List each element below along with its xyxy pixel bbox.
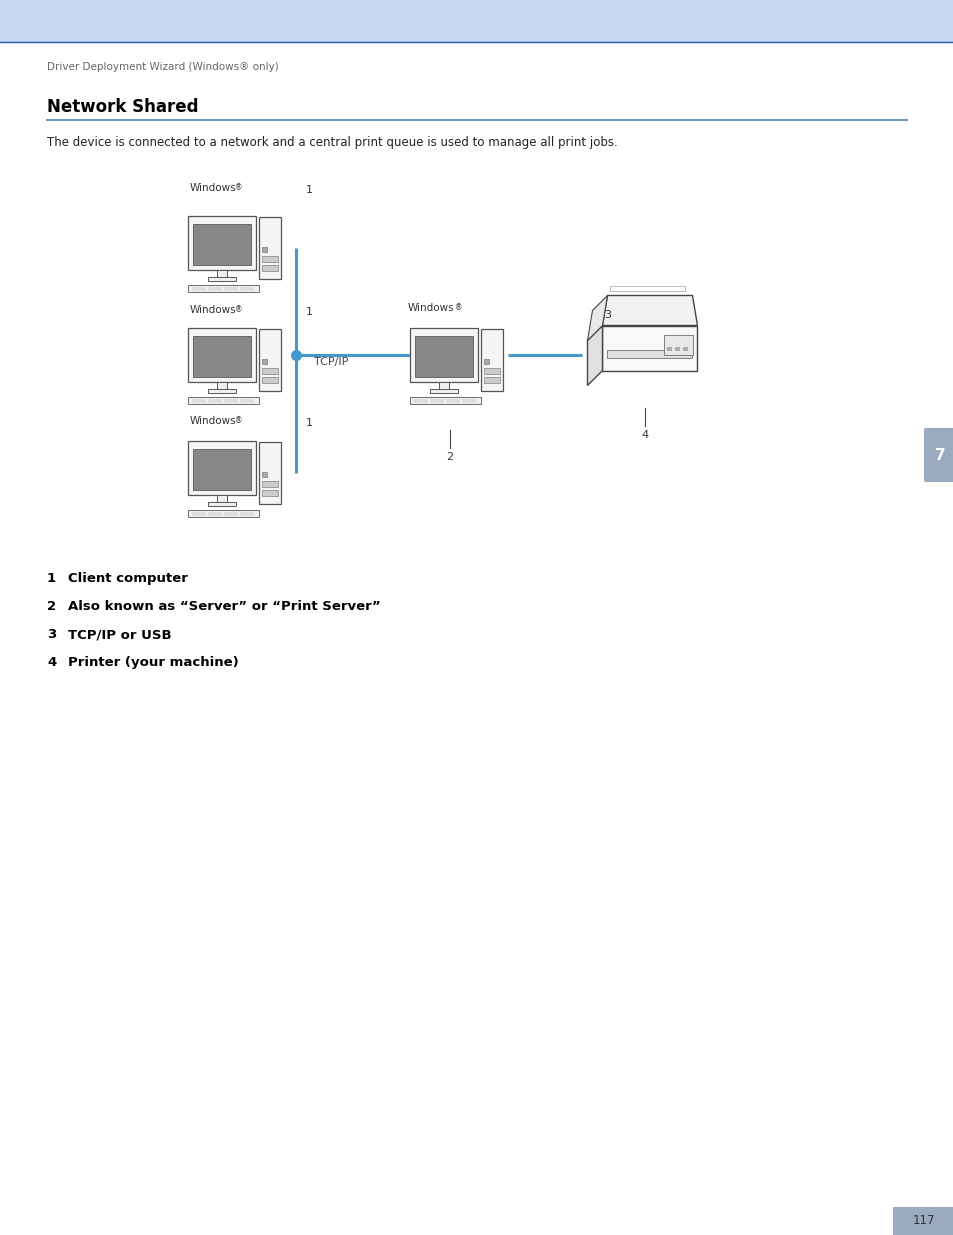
Bar: [675, 347, 679, 351]
Bar: [223, 287, 238, 290]
Bar: [188, 216, 255, 270]
Bar: [192, 287, 206, 290]
Bar: [258, 329, 281, 391]
Text: ®: ®: [234, 305, 242, 314]
Text: Windows: Windows: [408, 303, 455, 312]
Bar: [192, 513, 206, 515]
Bar: [262, 256, 277, 262]
Bar: [610, 285, 685, 290]
Bar: [414, 399, 428, 403]
Bar: [216, 495, 227, 501]
Bar: [193, 224, 251, 266]
Bar: [188, 441, 255, 495]
Text: TCP/IP or USB: TCP/IP or USB: [68, 629, 172, 641]
Bar: [483, 359, 489, 364]
Bar: [0, 0, 953, 42]
Bar: [663, 335, 692, 354]
Text: 7: 7: [934, 447, 944, 462]
Text: Driver Deployment Wizard (Windows® only): Driver Deployment Wizard (Windows® only): [47, 62, 278, 72]
Bar: [262, 377, 277, 383]
Bar: [239, 513, 253, 515]
Bar: [430, 399, 444, 403]
Bar: [216, 382, 227, 389]
Bar: [262, 368, 277, 374]
Text: 4: 4: [47, 656, 56, 669]
Text: Printer (your machine): Printer (your machine): [68, 656, 238, 669]
Text: 1: 1: [306, 417, 313, 429]
Bar: [258, 442, 281, 504]
Bar: [262, 266, 277, 270]
Bar: [208, 501, 235, 506]
Text: Windows: Windows: [190, 305, 236, 315]
Bar: [223, 399, 238, 403]
Text: The device is connected to a network and a central print queue is used to manage: The device is connected to a network and…: [47, 136, 618, 149]
Bar: [682, 347, 687, 351]
Bar: [208, 389, 235, 393]
Text: 3: 3: [47, 629, 56, 641]
Bar: [239, 399, 253, 403]
Bar: [208, 277, 235, 282]
Bar: [262, 490, 277, 496]
Text: ®: ®: [455, 303, 462, 312]
Text: Client computer: Client computer: [68, 572, 188, 585]
Bar: [208, 513, 222, 515]
Bar: [193, 448, 251, 490]
Bar: [216, 270, 227, 277]
Bar: [461, 399, 476, 403]
Bar: [410, 396, 481, 404]
Text: 4: 4: [640, 430, 648, 440]
Text: 2: 2: [47, 600, 56, 613]
Text: Also known as “Server” or “Print Server”: Also known as “Server” or “Print Server”: [68, 600, 380, 613]
Bar: [430, 389, 457, 393]
Text: Windows: Windows: [190, 183, 236, 193]
Text: 117: 117: [911, 1214, 934, 1228]
Bar: [483, 377, 499, 383]
Bar: [607, 351, 692, 358]
Bar: [188, 285, 259, 291]
Polygon shape: [602, 295, 697, 326]
Bar: [438, 382, 449, 389]
Bar: [262, 247, 267, 252]
Bar: [892, 1207, 953, 1235]
Bar: [188, 329, 255, 382]
Bar: [262, 359, 267, 364]
Text: ®: ®: [234, 416, 242, 425]
Text: Windows: Windows: [190, 416, 236, 426]
Text: 2: 2: [446, 452, 453, 462]
Bar: [258, 217, 281, 279]
Bar: [223, 513, 238, 515]
Bar: [602, 326, 697, 370]
Polygon shape: [587, 295, 607, 341]
Bar: [262, 472, 267, 477]
Text: TCP/IP: TCP/IP: [314, 357, 348, 367]
Bar: [480, 329, 502, 391]
Bar: [415, 336, 473, 377]
Text: 1: 1: [47, 572, 56, 585]
FancyBboxPatch shape: [923, 429, 953, 482]
Text: ®: ®: [234, 183, 242, 191]
Text: 1: 1: [306, 185, 313, 195]
Bar: [188, 510, 259, 517]
Bar: [410, 329, 477, 382]
Bar: [666, 347, 672, 351]
Bar: [192, 399, 206, 403]
Bar: [208, 287, 222, 290]
Bar: [483, 368, 499, 374]
Text: 3: 3: [604, 310, 611, 320]
Text: Network Shared: Network Shared: [47, 98, 198, 116]
Bar: [262, 480, 277, 487]
Text: 1: 1: [306, 308, 313, 317]
Bar: [188, 396, 259, 404]
Bar: [239, 287, 253, 290]
Bar: [445, 399, 459, 403]
Bar: [193, 336, 251, 377]
Bar: [208, 399, 222, 403]
Polygon shape: [587, 326, 602, 385]
